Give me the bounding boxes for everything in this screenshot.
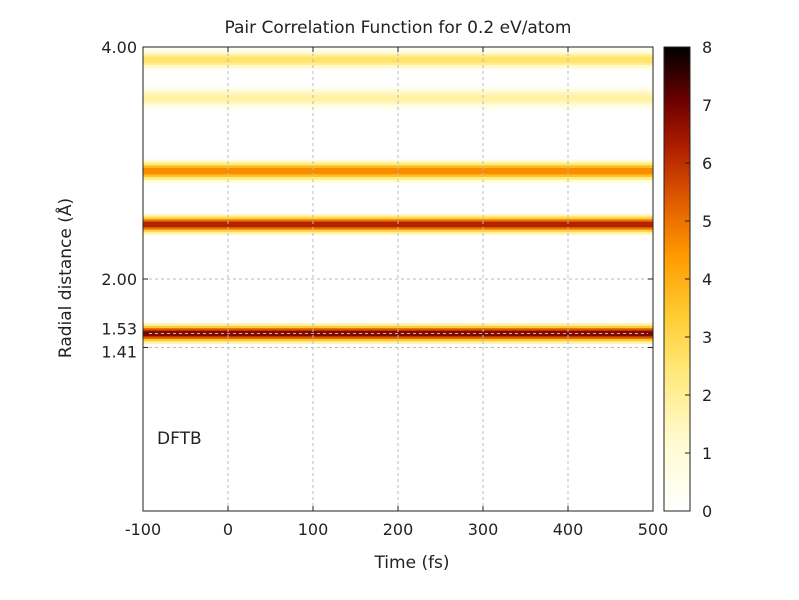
x-tick-label-0: -100	[125, 520, 161, 539]
band-1	[143, 214, 653, 235]
band-1-layer-3	[143, 221, 653, 228]
x-tick-label-5: 400	[553, 520, 584, 539]
y-axis-label: Radial distance (Å)	[54, 198, 76, 358]
colorbar-tick-label-4: 4	[702, 270, 712, 289]
band-3	[143, 86, 653, 110]
colorbar-tick-label-5: 5	[702, 212, 712, 231]
colorbar-tick-label-3: 3	[702, 328, 712, 347]
method-annotation: DFTB	[157, 429, 202, 449]
y-tick-label-3: 4.00	[101, 38, 137, 57]
colorbar-tick-label-2: 2	[702, 386, 712, 405]
colorbar-tick-label-0: 0	[702, 502, 712, 521]
x-tick-label-1: 0	[223, 520, 233, 539]
colorbar-tick-label-6: 6	[702, 154, 712, 173]
x-axis-label: Time (fs)	[373, 553, 449, 573]
x-tick-label-3: 200	[383, 520, 414, 539]
x-tick-label-2: 100	[298, 520, 329, 539]
colorbar-tick-label-1: 1	[702, 444, 712, 463]
chart-title: Pair Correlation Function for 0.2 eV/ato…	[225, 18, 572, 38]
x-tick-label-6: 500	[638, 520, 669, 539]
x-tick-label-4: 300	[468, 520, 499, 539]
y-axis-ticks: 1.41 1.53 2.00 4.00	[101, 38, 653, 361]
colorbar-ticks: 0 1 2 3 4 5 6 7 8	[685, 38, 712, 521]
y-tick-label-0: 1.41	[101, 342, 137, 361]
band-2-layer-3	[143, 167, 653, 175]
y-tick-label-1: 1.53	[101, 320, 137, 339]
colorbar-tick-label-7: 7	[702, 96, 712, 115]
y-tick-label-2: 2.00	[101, 270, 137, 289]
band-3-layer-3	[143, 94, 653, 102]
band-2	[143, 159, 653, 183]
x-axis-ticks: -100 0 100 200 300 400 500	[125, 47, 668, 539]
colorbar-tick-label-8: 8	[702, 38, 712, 57]
